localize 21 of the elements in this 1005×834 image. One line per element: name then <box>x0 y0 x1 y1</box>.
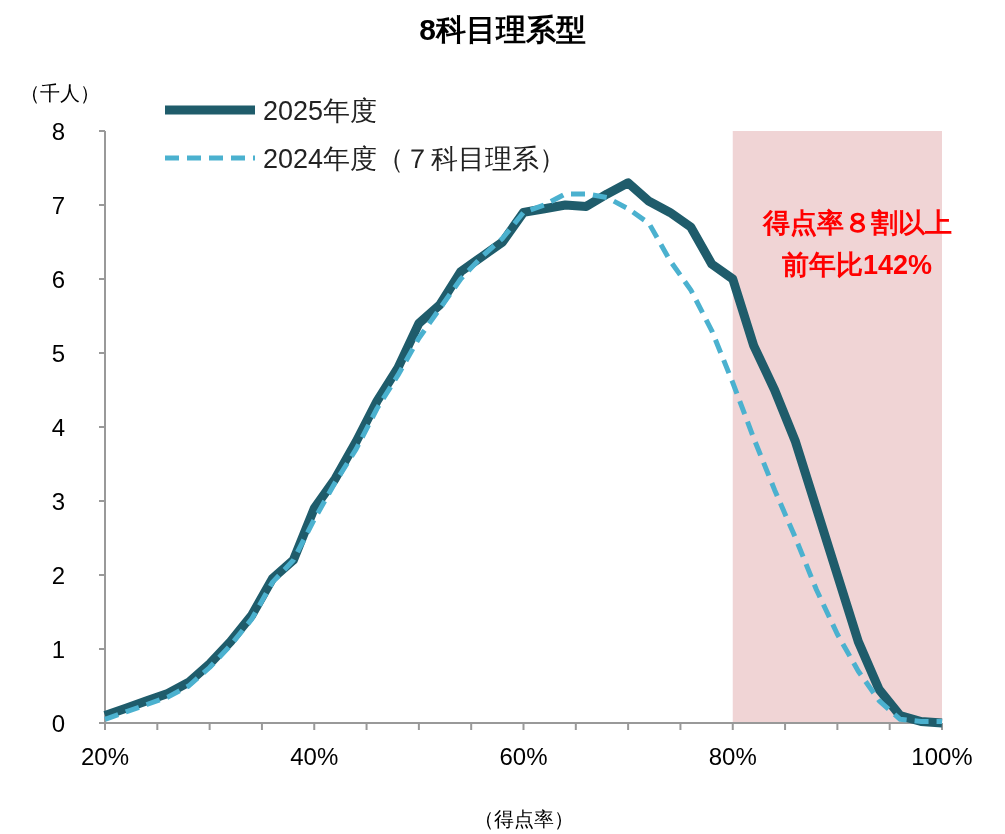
x-tick-label: 40% <box>290 743 339 770</box>
x-tick-label: 80% <box>708 743 757 770</box>
x-axis-title: （得点率） <box>473 808 574 830</box>
y-tick-label: 3 <box>51 488 65 515</box>
legend-label: 2024年度（７科目理系） <box>263 144 567 174</box>
y-axis-title: （千人） <box>20 82 100 104</box>
y-tick-label: 4 <box>51 414 65 441</box>
annotation: 得点率８割以上 <box>761 208 952 238</box>
x-tick-label: 20% <box>80 743 130 770</box>
chart-title: 8科目理系型 <box>419 13 586 46</box>
y-tick-label: 6 <box>51 266 65 293</box>
x-tick-label: 100% <box>911 743 973 770</box>
x-tick-label: 60% <box>499 743 548 770</box>
y-tick-label: 1 <box>51 636 65 663</box>
annotation: 前年比142% <box>780 250 933 280</box>
legend-label: 2025年度 <box>263 96 378 126</box>
y-tick-label: 0 <box>51 710 65 737</box>
y-tick-label: 8 <box>51 118 65 145</box>
y-tick-label: 7 <box>51 192 65 219</box>
y-tick-label: 2 <box>51 562 65 589</box>
y-tick-label: 5 <box>51 340 65 367</box>
